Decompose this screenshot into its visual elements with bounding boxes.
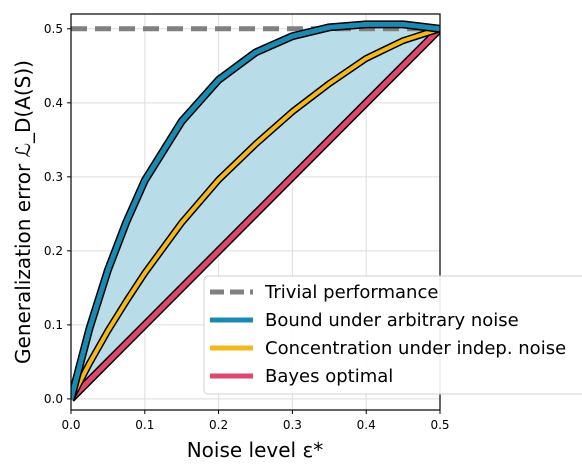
series-line [71,26,440,400]
x-tick-label: 0.0 [61,418,80,432]
axis-ticks: 0.0 0.1 0.2 0.3 0.4 0.5 0.0 0.1 0.2 0.3 0.4 0.5 [44,22,450,432]
y-tick-label: 0.0 [44,392,63,406]
x-tick-label: 0.2 [209,418,228,432]
y-tick-label: 0.3 [44,170,63,184]
x-tick-label: 0.1 [135,418,154,432]
legend: Trivial performance Bound under arbitrary… [203,275,582,395]
legend-label: Concentration under indep. noise [265,338,566,359]
legend-label: Bayes optimal [265,366,393,387]
plot-frame [70,13,441,411]
x-tick-label: 0.4 [357,418,376,432]
series-line [71,27,440,401]
y-axis-title: Generalization error ℒ_D(A(S)) [11,60,35,364]
y-tick-label: 0.5 [44,22,63,36]
plot-area [71,20,440,402]
series-lines [71,20,440,402]
legend-box [203,275,582,395]
x-tick-label: 0.5 [430,418,449,432]
series-line [71,21,440,400]
x-axis-title: Noise level ε* [187,438,324,462]
y-tick-label: 0.4 [44,96,63,110]
x-tick-label: 0.3 [283,418,302,432]
legend-label: Trivial performance [264,282,438,303]
legend-label: Bound under arbitrary noise [265,310,519,331]
y-tick-label: 0.2 [44,244,63,258]
y-tick-label: 0.1 [44,318,63,332]
